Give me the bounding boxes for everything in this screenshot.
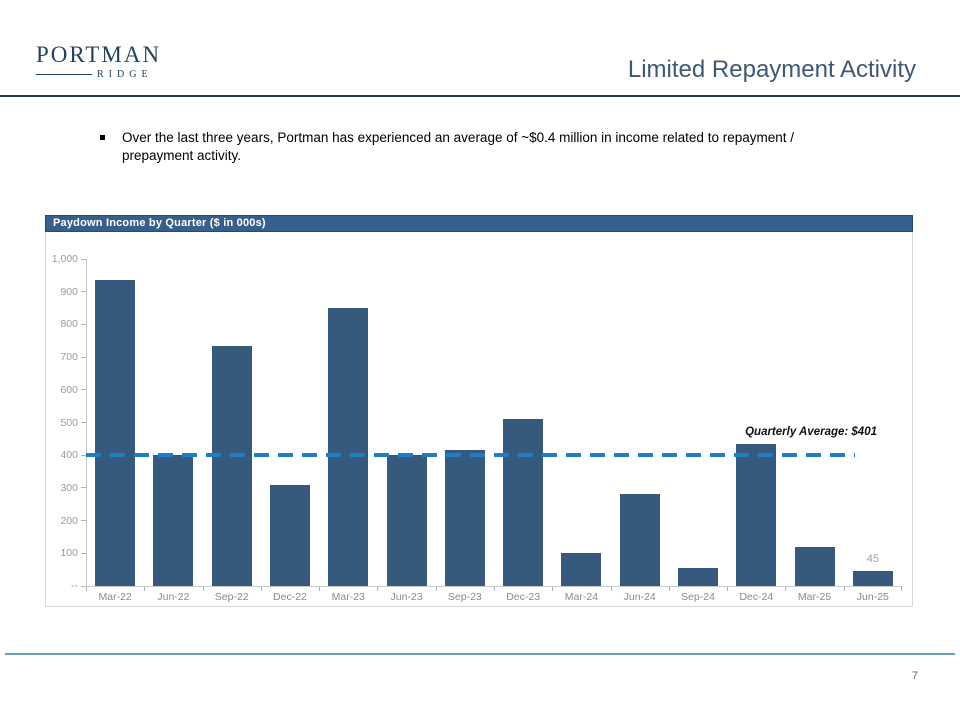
- y-axis-tick-label: 500: [60, 416, 78, 429]
- bar-dec-23: [503, 419, 544, 586]
- quarterly-average-label: Quarterly Average: $401: [745, 425, 877, 438]
- x-axis-tick-label: Mar-22: [98, 591, 132, 603]
- x-axis-tick: [552, 587, 554, 591]
- bar-sep-22: [211, 345, 252, 586]
- x-axis-tick-label: Mar-24: [564, 591, 599, 603]
- bar-dec-24: [736, 443, 777, 586]
- page-number: 7: [911, 670, 918, 682]
- y-axis-tick-label: 400: [60, 449, 78, 462]
- x-axis-tick: [319, 587, 321, 591]
- x-axis-tick: [435, 587, 437, 591]
- footer-divider: [5, 653, 955, 655]
- bar-mar-24: [561, 553, 602, 586]
- quarterly-average-line: [86, 452, 855, 457]
- x-axis-tick-label: Jun-25: [856, 591, 889, 603]
- bar-jun-23: [386, 455, 427, 586]
- y-axis-line: [86, 259, 87, 587]
- x-axis-tick-label: Mar-23: [331, 591, 365, 603]
- y-axis-tick-label: 100: [60, 547, 78, 560]
- x-axis-tick: [668, 587, 670, 591]
- x-axis-tick: [727, 587, 729, 591]
- bar-sep-24: [678, 568, 718, 586]
- chart-title: Paydown Income by Quarter ($ in 000s): [45, 215, 913, 232]
- plot-region: -- 100 200 300 400 500 600 700 800 900 1,000 Mar-22…: [52, 253, 902, 603]
- x-axis-tick-label: Dec-24: [739, 591, 774, 603]
- header-divider: [0, 95, 960, 97]
- y-axis-tick: [81, 258, 86, 260]
- x-axis-tick: [86, 587, 87, 591]
- bar-jun-24: [619, 494, 660, 586]
- x-axis-tick: [377, 587, 379, 591]
- y-axis-tick: [81, 454, 86, 456]
- y-axis-tick: [81, 323, 86, 325]
- logo-secondary-text: RIDGE: [97, 69, 153, 80]
- bar-mar-25: [794, 546, 835, 586]
- bar-sep-23: [444, 450, 485, 586]
- y-axis-tick-label: 900: [60, 285, 78, 298]
- x-axis-tick: [610, 587, 612, 591]
- chart-plot-area: -- 100 200 300 400 500 600 700 800 900 1,000 Mar-22…: [45, 232, 913, 607]
- y-axis-tick: [81, 422, 86, 423]
- bullet-text: Over the last three years, Portman has e…: [122, 130, 794, 163]
- bar-dec-22: [270, 484, 310, 586]
- y-axis-tick: [81, 356, 86, 358]
- y-axis-tick-label: 300: [60, 481, 78, 494]
- y-axis-tick: [81, 585, 86, 587]
- x-axis-tick: [901, 587, 902, 591]
- x-axis-line: [86, 586, 902, 587]
- y-axis-tick: [81, 389, 86, 391]
- bar-mar-22: [95, 280, 136, 586]
- x-axis-tick-label: Mar-25: [797, 591, 832, 603]
- x-axis-tick-label: Jun-24: [623, 591, 656, 603]
- page-title: Limited Repayment Activity: [627, 56, 916, 83]
- x-axis-tick: [260, 587, 262, 591]
- y-axis-tick-label: 600: [60, 383, 78, 396]
- y-axis-tick-label: 200: [60, 514, 78, 527]
- x-axis-tick: [785, 587, 787, 591]
- paydown-income-chart: Paydown Income by Quarter ($ in 000s) --…: [45, 215, 913, 607]
- x-axis-tick: [843, 587, 845, 591]
- bar-jun-22: [153, 455, 194, 586]
- y-axis-tick: [81, 552, 86, 554]
- x-axis-tick-label: Dec-23: [506, 591, 541, 603]
- bullet-icon: [100, 135, 105, 140]
- x-axis-tick: [144, 587, 146, 591]
- y-axis-tick: [81, 520, 86, 522]
- x-axis-tick-label: Sep-23: [447, 591, 482, 603]
- portman-ridge-logo: PORTMAN RIDGE: [36, 42, 166, 80]
- y-axis-tick-label: 1,000: [51, 253, 78, 265]
- x-axis-tick-label: Sep-24: [681, 591, 715, 603]
- bullet-item: Over the last three years, Portman has e…: [100, 129, 800, 164]
- x-axis-tick-label: Sep-22: [214, 591, 249, 603]
- y-axis-tick-label: --: [71, 580, 78, 592]
- y-axis-tick-label: 800: [60, 318, 78, 331]
- x-axis-tick: [494, 587, 495, 591]
- x-axis-tick: [202, 587, 204, 591]
- x-axis-tick-label: Jun-23: [390, 591, 423, 603]
- x-axis-tick-label: Dec-22: [273, 591, 307, 603]
- bar-jun-25: [852, 571, 893, 586]
- y-axis-tick: [81, 487, 86, 489]
- logo-secondary-row: RIDGE: [36, 69, 166, 80]
- bar-mar-23: [328, 308, 369, 586]
- logo-rule: [36, 74, 92, 75]
- x-axis-tick-label: Jun-22: [157, 591, 190, 603]
- y-axis-tick: [81, 291, 86, 293]
- data-label-jun-25: 45: [866, 553, 879, 566]
- logo-primary-text: PORTMAN: [36, 42, 162, 67]
- y-axis-tick-label: 700: [60, 351, 78, 364]
